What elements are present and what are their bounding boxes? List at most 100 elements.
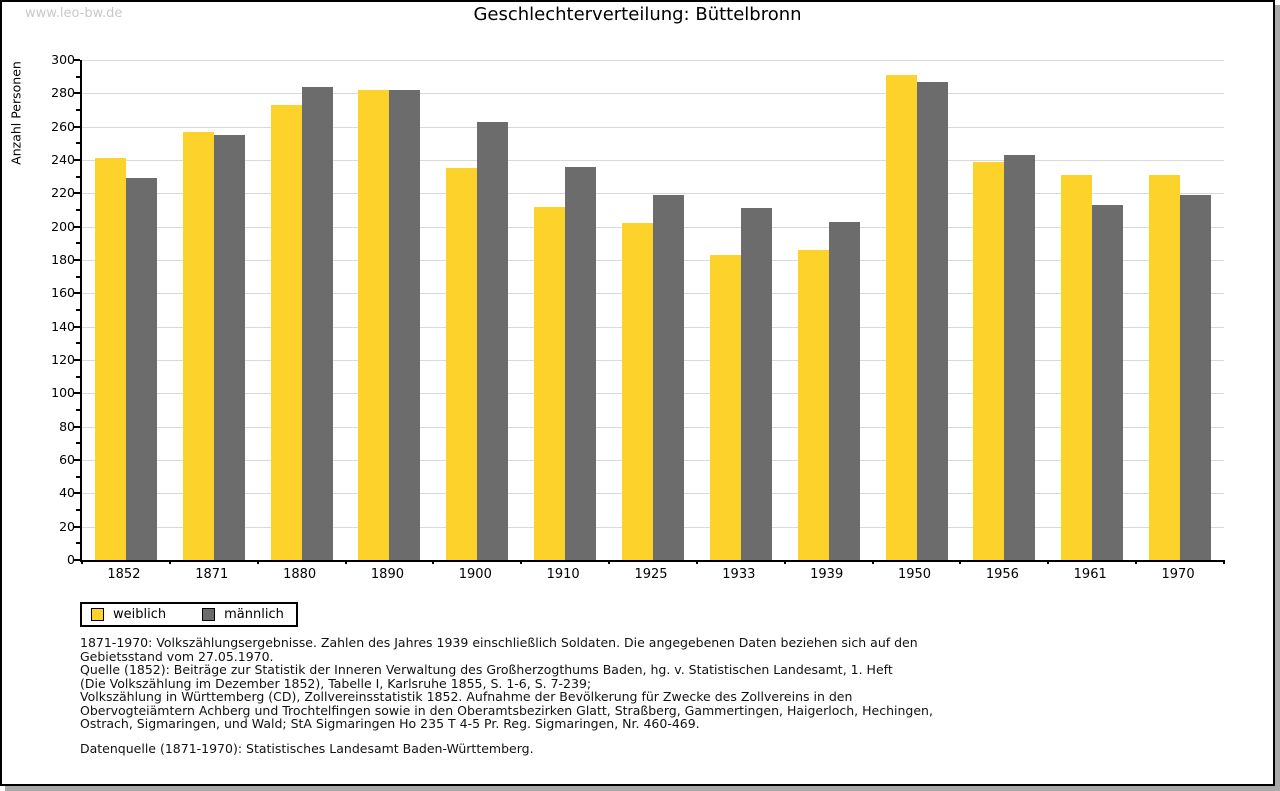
y-tick-label-180: 180 — [51, 252, 75, 267]
bar-weiblich-1950 — [885, 75, 917, 560]
y-major-tick-80 — [74, 425, 80, 428]
y-axis-title-text: Anzahl Personen — [8, 61, 24, 165]
legend: weiblich männlich — [80, 602, 298, 627]
bar-group-1925 — [609, 60, 697, 560]
bar-männlich-1950 — [916, 81, 948, 560]
y-tick-label-140: 140 — [51, 318, 75, 334]
bar-männlich-1956 — [1004, 155, 1036, 560]
y-major-tick-120 — [74, 359, 80, 361]
footnote-line-5: Volkszählung in Württemberg (CD), Zollve… — [80, 689, 853, 704]
legend-swatch-weiblich — [91, 608, 104, 621]
bar-weiblich-1900 — [446, 168, 478, 560]
y-tick-label-220: 220 — [51, 185, 75, 201]
legend-label-weiblich: weiblich — [113, 607, 167, 622]
y-tick-label-60: 60 — [59, 452, 75, 467]
y-tick-label-80: 80 — [59, 418, 75, 434]
bar-männlich-1890 — [389, 90, 421, 560]
x-label-1950: 1950 — [897, 567, 932, 582]
bar-weiblich-1933 — [709, 255, 741, 560]
plot-area: 0 20 40 60 80 100 120 140 160 180 200 220 240 260 280 3… — [51, 53, 1225, 567]
y-major-tick-20 — [74, 525, 80, 528]
y-minor-tick-170 — [76, 275, 80, 278]
x-label-1880: 1880 — [283, 567, 317, 582]
y-major-tick-180 — [74, 259, 80, 261]
bar-weiblich-1910 — [534, 206, 566, 560]
bar-männlich-1939 — [828, 221, 860, 560]
bar-group-1852 — [82, 60, 170, 560]
footnote-line-3: Quelle (1852): Beiträge zur Statistik de… — [80, 662, 893, 677]
y-minor-tick-230 — [76, 175, 80, 178]
y-axis-title: Anzahl Personen — [8, 58, 24, 168]
x-label-1961: 1961 — [1073, 567, 1107, 582]
bar-weiblich-1970 — [1149, 175, 1181, 560]
bar-weiblich-1956 — [973, 161, 1005, 560]
y-minor-tick-10 — [76, 542, 80, 545]
x-tick-4 — [432, 560, 435, 564]
legend-item-maennlich: männlich — [202, 607, 284, 622]
y-major-tick-280 — [74, 92, 80, 95]
y-minor-tick-70 — [76, 442, 80, 445]
bar-group-1871 — [170, 60, 258, 560]
x-tick-12 — [1135, 560, 1138, 564]
bar-weiblich-1939 — [797, 250, 829, 560]
gridline-280 — [82, 93, 1224, 95]
x-label-1933: 1933 — [722, 567, 756, 582]
y-tick-label-120: 120 — [51, 352, 75, 367]
bar-männlich-1961 — [1092, 205, 1124, 560]
y-tick-label-300: 300 — [51, 52, 75, 67]
x-label-1852: 1852 — [107, 567, 141, 582]
x-label-1925: 1925 — [634, 567, 668, 582]
x-tick-2 — [256, 560, 259, 564]
watermark: www.leo-bw.de — [25, 6, 123, 21]
x-tick-13 — [1223, 560, 1225, 564]
y-minor-tick-130 — [76, 342, 80, 345]
footnote-line-6: Obervogteiämtern Achberg und Trochtelfin… — [80, 702, 933, 718]
x-label-1970: 1970 — [1161, 567, 1195, 582]
x-label-1910: 1910 — [546, 567, 580, 582]
bar-weiblich-1925 — [621, 223, 653, 560]
y-minor-tick-50 — [76, 475, 80, 478]
datasource-line: Datenquelle (1871-1970): Statistisches L… — [80, 741, 534, 756]
bar-group-1900 — [433, 60, 521, 560]
y-minor-tick-150 — [76, 309, 80, 311]
y-major-tick-0 — [74, 559, 80, 561]
x-tick-5 — [520, 560, 523, 564]
bar-group-1961 — [1048, 60, 1136, 560]
y-major-tick-300 — [74, 59, 80, 61]
y-tick-label-280: 280 — [51, 85, 75, 101]
y-major-tick-140 — [74, 325, 80, 328]
bar-männlich-1970 — [1180, 195, 1212, 560]
legend-swatch-maennlich — [202, 608, 216, 621]
x-axis-labels: 1852 1871 1880 1890 1900 1910 1925 1933 1939 1950… — [80, 567, 1222, 582]
y-major-tick-100 — [74, 392, 80, 395]
legend-item-weiblich: weiblich — [91, 607, 166, 622]
y-tick-label-160: 160 — [51, 285, 75, 301]
y-tick-label-100: 100 — [51, 385, 75, 401]
legend-label-maennlich: männlich — [224, 607, 284, 622]
y-tick-label-240: 240 — [51, 152, 75, 167]
x-tick-0 — [81, 560, 83, 564]
y-minor-tick-190 — [76, 242, 80, 245]
x-tick-9 — [871, 560, 874, 564]
x-label-1956: 1956 — [985, 567, 1019, 582]
bar-weiblich-1871 — [182, 131, 214, 560]
y-minor-tick-270 — [76, 109, 80, 111]
bar-männlich-1880 — [301, 86, 333, 560]
gridline-220 — [82, 193, 1224, 195]
gridline-260 — [82, 126, 1224, 128]
gridline-240 — [82, 160, 1224, 161]
x-tick-3 — [344, 560, 347, 564]
bar-weiblich-1890 — [358, 90, 390, 560]
bar-männlich-1910 — [565, 166, 597, 560]
x-label-1939: 1939 — [810, 567, 844, 582]
bar-group-1890 — [346, 60, 434, 560]
bar-group-1950 — [873, 60, 961, 560]
bar-weiblich-1961 — [1061, 175, 1093, 560]
y-major-tick-60 — [74, 459, 80, 461]
bar-weiblich-1880 — [270, 105, 302, 560]
bar-group-1939 — [785, 60, 873, 560]
y-minor-tick-90 — [76, 409, 80, 411]
y-tick-label-40: 40 — [59, 485, 75, 501]
y-minor-tick-250 — [76, 142, 80, 145]
